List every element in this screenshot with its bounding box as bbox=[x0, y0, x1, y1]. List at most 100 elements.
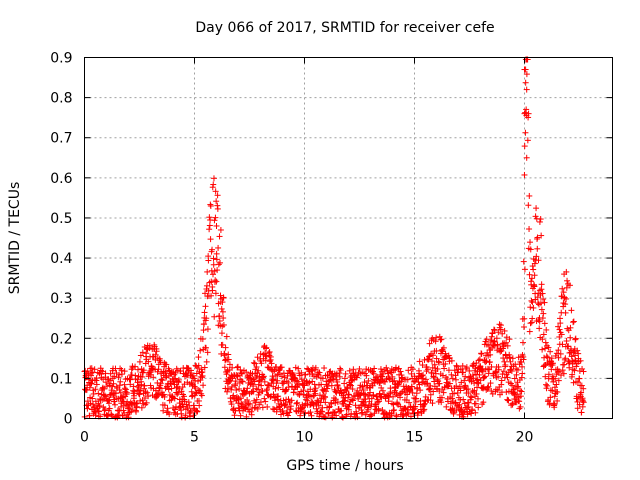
data-point bbox=[220, 321, 227, 328]
data-point bbox=[290, 372, 297, 379]
data-point bbox=[188, 379, 195, 386]
data-point bbox=[572, 335, 579, 342]
data-point bbox=[531, 260, 538, 267]
data-point bbox=[178, 388, 185, 395]
data-point bbox=[348, 377, 355, 384]
data-point bbox=[488, 363, 495, 370]
data-point bbox=[511, 375, 518, 382]
data-point bbox=[547, 394, 554, 401]
data-point bbox=[529, 299, 536, 306]
data-point bbox=[475, 357, 482, 364]
data-point bbox=[507, 358, 514, 365]
data-point bbox=[102, 370, 109, 377]
data-point bbox=[233, 386, 240, 393]
data-point bbox=[195, 354, 202, 361]
data-point bbox=[554, 397, 561, 404]
data-point bbox=[306, 379, 313, 386]
data-point bbox=[560, 370, 567, 377]
data-point bbox=[92, 386, 99, 393]
data-point bbox=[567, 334, 574, 341]
data-point bbox=[509, 401, 516, 408]
data-point bbox=[165, 386, 172, 393]
data-point bbox=[376, 390, 383, 397]
data-point bbox=[194, 408, 201, 415]
data-point bbox=[498, 377, 505, 384]
y-axis-label: SRMTID / TECUs bbox=[7, 182, 23, 295]
data-point bbox=[137, 387, 144, 394]
data-point bbox=[260, 373, 267, 380]
data-point bbox=[141, 382, 148, 389]
data-point bbox=[203, 315, 210, 322]
data-point bbox=[433, 334, 440, 341]
data-point bbox=[451, 390, 458, 397]
data-point bbox=[156, 355, 163, 362]
data-point bbox=[315, 402, 322, 409]
data-point bbox=[534, 234, 541, 241]
data-point bbox=[198, 366, 205, 373]
data-point bbox=[238, 378, 245, 385]
data-point bbox=[312, 385, 319, 392]
data-point bbox=[570, 318, 577, 325]
data-point bbox=[555, 354, 562, 361]
data-point bbox=[95, 390, 102, 397]
x-tick-label: 5 bbox=[190, 430, 199, 446]
data-point bbox=[521, 171, 528, 178]
data-point bbox=[537, 300, 544, 307]
data-point bbox=[561, 294, 568, 301]
data-point bbox=[470, 360, 477, 367]
data-point bbox=[199, 336, 206, 343]
data-point bbox=[427, 382, 434, 389]
data-point bbox=[195, 362, 202, 369]
data-point bbox=[471, 367, 478, 374]
data-point bbox=[446, 380, 453, 387]
data-point bbox=[111, 401, 118, 408]
data-point bbox=[263, 353, 270, 360]
data-points bbox=[81, 56, 587, 421]
data-point bbox=[293, 377, 300, 384]
data-point bbox=[138, 404, 145, 411]
data-point bbox=[515, 383, 522, 390]
data-point bbox=[349, 386, 356, 393]
plot-frame bbox=[84, 57, 613, 419]
data-point bbox=[134, 400, 141, 407]
data-point bbox=[139, 349, 146, 356]
data-point bbox=[272, 385, 279, 392]
data-point bbox=[140, 369, 147, 376]
data-point bbox=[237, 366, 244, 373]
data-point bbox=[562, 309, 569, 316]
data-point bbox=[523, 71, 530, 78]
data-point bbox=[225, 351, 232, 358]
data-point bbox=[476, 356, 483, 363]
data-point bbox=[218, 330, 225, 337]
data-point bbox=[239, 370, 246, 377]
data-point bbox=[408, 383, 415, 390]
data-point bbox=[161, 393, 168, 400]
data-point bbox=[354, 414, 361, 421]
data-point bbox=[346, 367, 353, 374]
data-point bbox=[521, 110, 528, 117]
data-point bbox=[536, 218, 543, 225]
data-point bbox=[463, 364, 470, 371]
x-axis-label: GPS time / hours bbox=[286, 458, 403, 474]
data-point bbox=[210, 271, 217, 278]
data-point bbox=[356, 365, 363, 372]
data-point bbox=[368, 395, 375, 402]
data-point bbox=[106, 396, 113, 403]
data-point bbox=[474, 395, 481, 402]
data-point bbox=[132, 363, 139, 370]
data-point bbox=[397, 403, 404, 410]
data-point bbox=[453, 363, 460, 370]
data-point bbox=[449, 375, 456, 382]
data-point bbox=[236, 385, 243, 392]
data-point bbox=[297, 408, 304, 415]
data-point bbox=[472, 400, 479, 407]
data-point bbox=[143, 350, 150, 357]
data-point bbox=[533, 253, 540, 260]
data-point bbox=[445, 367, 452, 374]
data-point bbox=[359, 409, 366, 416]
data-point bbox=[468, 394, 475, 401]
data-point bbox=[505, 397, 512, 404]
data-point bbox=[260, 374, 267, 381]
data-point bbox=[214, 205, 221, 212]
data-point bbox=[322, 394, 329, 401]
